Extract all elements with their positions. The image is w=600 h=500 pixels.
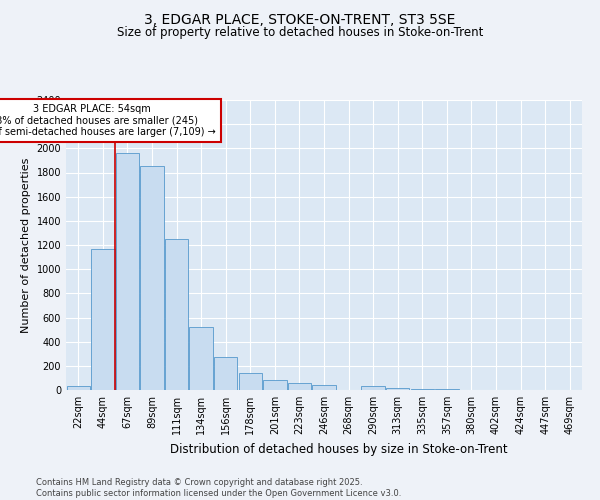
- Y-axis label: Number of detached properties: Number of detached properties: [21, 158, 31, 332]
- Bar: [116, 153, 139, 390]
- Bar: [91, 248, 115, 390]
- Text: Distribution of detached houses by size in Stoke-on-Trent: Distribution of detached houses by size …: [170, 442, 508, 456]
- Text: Size of property relative to detached houses in Stoke-on-Trent: Size of property relative to detached ho…: [117, 26, 483, 39]
- Bar: [190, 327, 213, 390]
- Bar: [67, 386, 90, 390]
- Text: 3, EDGAR PLACE, STOKE-ON-TRENT, ST3 5SE: 3, EDGAR PLACE, STOKE-ON-TRENT, ST3 5SE: [145, 12, 455, 26]
- Bar: [165, 239, 188, 390]
- Bar: [386, 388, 409, 390]
- Bar: [361, 386, 385, 390]
- Bar: [214, 358, 238, 390]
- Text: Contains HM Land Registry data © Crown copyright and database right 2025.
Contai: Contains HM Land Registry data © Crown c…: [36, 478, 401, 498]
- Bar: [140, 166, 164, 390]
- Bar: [410, 389, 434, 390]
- Bar: [263, 380, 287, 390]
- Bar: [288, 384, 311, 390]
- Text: 3 EDGAR PLACE: 54sqm
← 3% of detached houses are smaller (245)
96% of semi-detac: 3 EDGAR PLACE: 54sqm ← 3% of detached ho…: [0, 104, 215, 137]
- Bar: [239, 373, 262, 390]
- Bar: [313, 385, 335, 390]
